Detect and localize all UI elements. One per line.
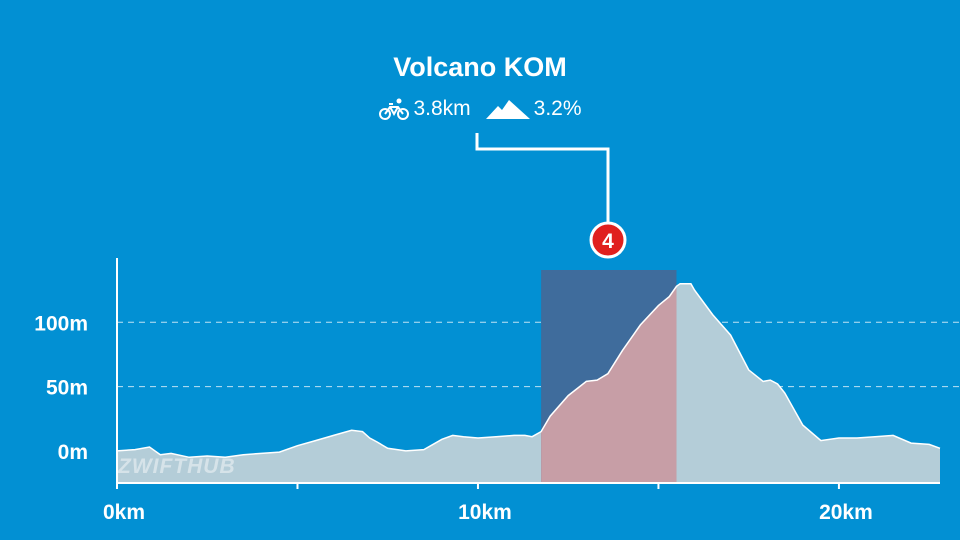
bicycle-icon xyxy=(379,98,410,120)
segment-gradient: 3.2% xyxy=(533,97,582,120)
segment-number-marker[interactable]: 4 xyxy=(589,221,627,259)
mountain-icon xyxy=(485,100,530,119)
zwifthub-watermark: ZWIFTHUB xyxy=(118,455,236,478)
distance-stat: 3.8km xyxy=(378,97,471,121)
y-tick-label: 100m xyxy=(34,312,88,335)
gradient-stat: 3.2% xyxy=(485,97,582,121)
segment-marker-number: 4 xyxy=(602,230,614,253)
y-tick-label: 50m xyxy=(46,377,88,400)
grid-lines xyxy=(117,321,960,388)
y-tick-label: 0m xyxy=(58,441,88,464)
elevation-profile-line xyxy=(116,282,941,459)
x-axis: 0km 10km 20km xyxy=(103,482,940,524)
y-axis: 0m 50m 100m xyxy=(34,258,118,483)
segment-stats: 3.8km 3.2% xyxy=(0,97,960,121)
x-tick-label: 20km xyxy=(819,501,873,524)
segment-title: Volcano KOM xyxy=(393,52,567,82)
x-tick-label: 10km xyxy=(458,501,512,524)
segment-callout-connector xyxy=(475,133,610,222)
segment-distance: 3.8km xyxy=(413,97,471,120)
x-tick-label: 0km xyxy=(103,501,145,524)
elevation-profile-area xyxy=(117,283,940,483)
segment-elevation-area xyxy=(541,286,677,483)
